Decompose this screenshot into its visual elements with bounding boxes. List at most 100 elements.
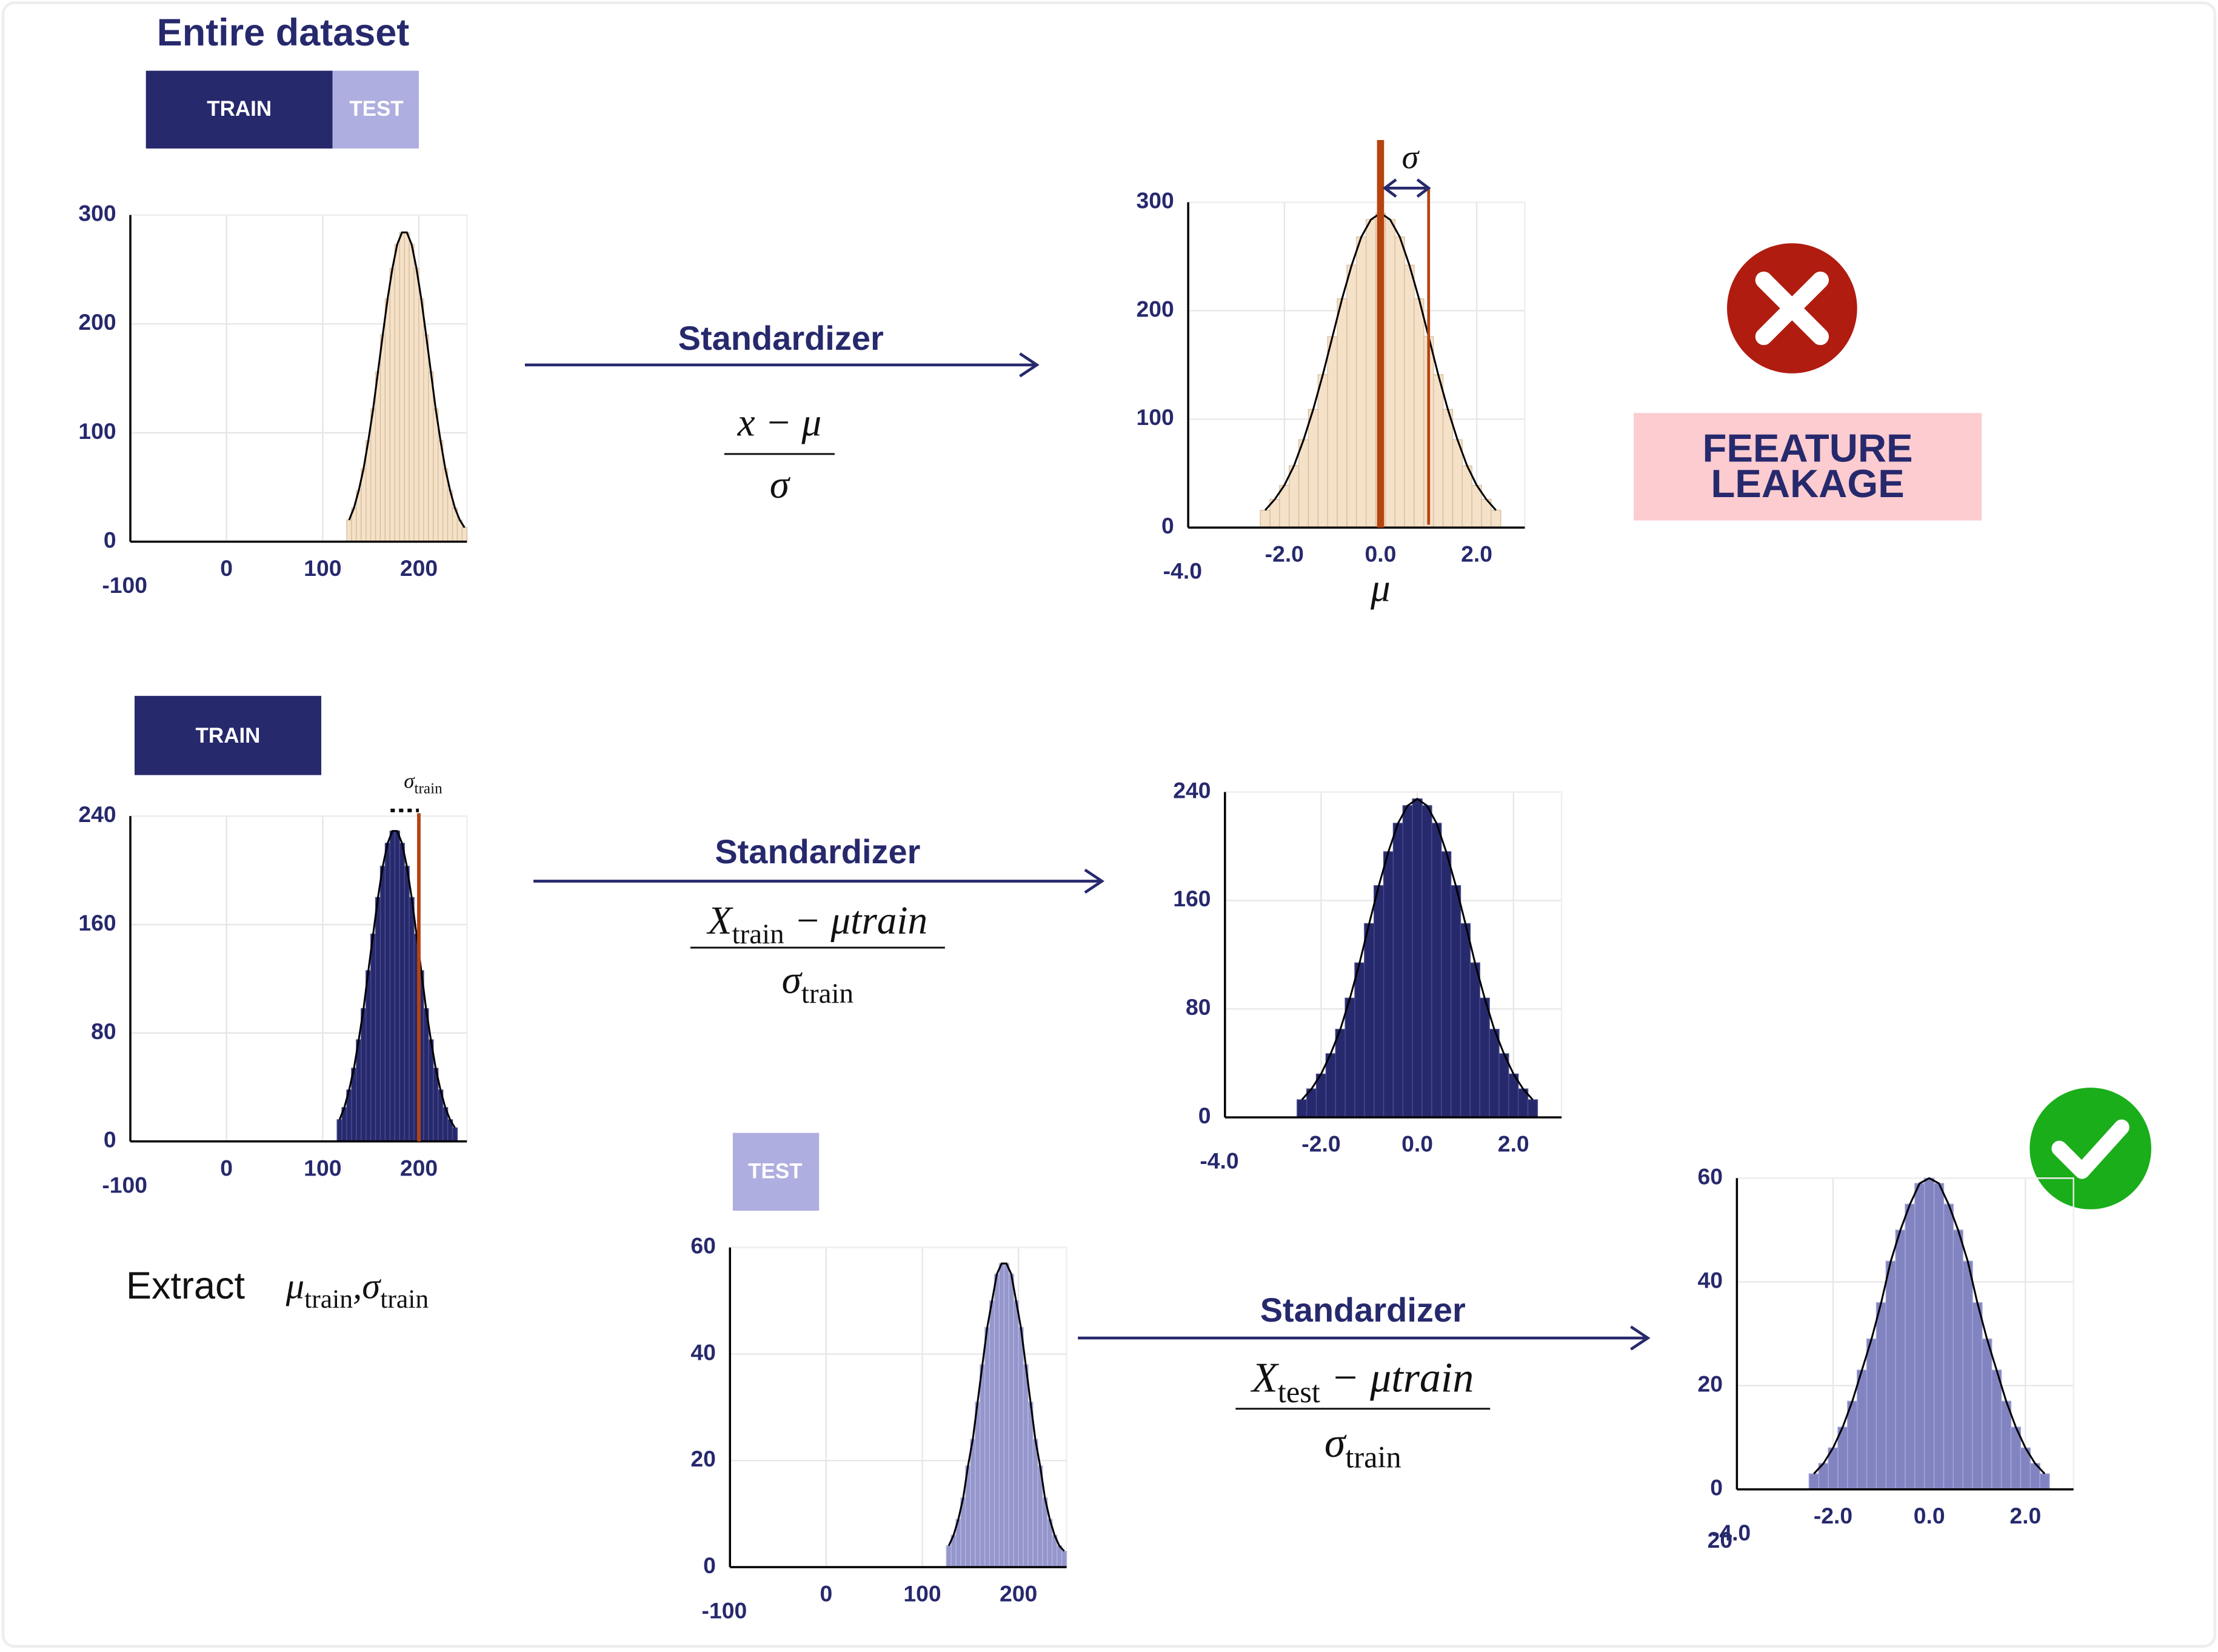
math-part: x − μ — [737, 401, 822, 445]
test-split — [332, 70, 419, 149]
bar — [1498, 1053, 1509, 1118]
math-part: train — [801, 978, 853, 1009]
error-cross — [1755, 271, 1829, 346]
y-tick-label: 20 — [690, 1446, 716, 1471]
arrow-label: Standardizer — [715, 832, 920, 871]
bar — [389, 267, 396, 543]
train-label: TRAIN — [207, 97, 272, 121]
bar — [418, 298, 424, 543]
density-curve — [947, 1262, 1065, 1552]
leakage-text: FEEATURE — [1702, 426, 1912, 470]
math-part: μ — [286, 1266, 304, 1307]
bar — [1298, 439, 1309, 528]
x-tick-label: -4.0 — [1712, 1520, 1751, 1545]
math-part: X — [1250, 1355, 1279, 1402]
math-part: , — [353, 1266, 362, 1307]
test-box-label: TEST — [748, 1159, 802, 1183]
math-part: train — [380, 1285, 429, 1314]
bar — [1421, 805, 1432, 1118]
bar — [946, 1545, 952, 1568]
bar — [2000, 1400, 2012, 1490]
bar — [1027, 1401, 1034, 1568]
math-part: train — [415, 780, 443, 797]
bar — [375, 897, 381, 1142]
bar — [1394, 236, 1405, 528]
x-tick-label: 2.0 — [2009, 1503, 2041, 1528]
bar — [1856, 1369, 1868, 1490]
bar — [994, 1273, 1000, 1568]
bar — [399, 232, 405, 543]
y-tick-label: 80 — [1186, 994, 1211, 1020]
x-tick-label: 0 — [220, 555, 233, 581]
math-part: σ — [1324, 1420, 1347, 1466]
bar — [1924, 1177, 1935, 1490]
x-tick-label: -100 — [102, 1172, 147, 1197]
bar — [1317, 374, 1328, 528]
bar — [1450, 885, 1461, 1118]
bar — [404, 866, 410, 1142]
x-tick-label: 100 — [304, 1155, 341, 1180]
bar — [1452, 439, 1463, 528]
bar — [1972, 1302, 1983, 1490]
y-tick-label: 20 — [1698, 1371, 1723, 1396]
bar — [1013, 1300, 1019, 1568]
density-curve — [338, 830, 456, 1129]
bar — [1297, 1099, 1308, 1118]
ok-check — [2051, 1119, 2129, 1179]
bar — [428, 371, 434, 543]
bar — [1308, 409, 1319, 528]
bar — [461, 527, 467, 543]
bar — [1885, 1260, 1896, 1490]
bar — [1433, 374, 1444, 528]
y-tick-label: 0 — [1198, 1103, 1211, 1128]
y-tick-label: 40 — [1698, 1267, 1723, 1293]
bar — [1527, 1099, 1538, 1118]
bar — [423, 1008, 429, 1142]
bar — [1289, 465, 1300, 528]
bar — [384, 298, 391, 543]
bar — [975, 1401, 981, 1568]
bar — [1392, 823, 1404, 1118]
leakage-text: LEAKAGE — [1711, 461, 1904, 506]
y-tick-label: 0 — [104, 1127, 116, 1152]
x-tick-label: 100 — [903, 1581, 941, 1607]
bar — [1344, 997, 1355, 1118]
bar — [394, 244, 400, 543]
math-text: Xtest − μtrain — [1250, 1355, 1474, 1409]
density-curve — [1301, 797, 1534, 1101]
train-box — [135, 695, 321, 775]
bar — [1962, 1260, 1973, 1490]
y-tick-label: 60 — [690, 1233, 716, 1259]
bar — [1364, 923, 1375, 1118]
bar — [1335, 1029, 1346, 1118]
bar — [1441, 851, 1452, 1118]
bar — [1018, 1326, 1024, 1568]
bar — [379, 334, 386, 543]
x-tick-label: 100 — [304, 555, 341, 581]
bar — [1460, 923, 1471, 1118]
bar — [1933, 1183, 1945, 1490]
math-part: σ — [362, 1266, 381, 1307]
extract-word: Extract — [126, 1265, 245, 1307]
bar — [423, 334, 429, 543]
bar — [1943, 1203, 1954, 1490]
sigma-arrow — [1382, 178, 1431, 198]
bar — [394, 831, 400, 1142]
bar — [1412, 798, 1423, 1118]
math-part: σ — [782, 958, 803, 1002]
x-tick-label: -2.0 — [1265, 541, 1304, 567]
x-tick-label: -2.0 — [1301, 1131, 1340, 1157]
bar — [1808, 1473, 1819, 1490]
train-split — [145, 70, 333, 149]
bar — [1489, 1029, 1500, 1118]
y-tick-label: 160 — [78, 910, 116, 935]
bar — [1479, 997, 1490, 1118]
math-part: train — [732, 918, 784, 950]
leakage-box — [1634, 413, 1982, 521]
bar — [1461, 465, 1472, 528]
bar — [1337, 298, 1348, 528]
bar — [1404, 264, 1415, 528]
math-part: train — [1345, 1440, 1401, 1474]
bar — [970, 1439, 976, 1568]
